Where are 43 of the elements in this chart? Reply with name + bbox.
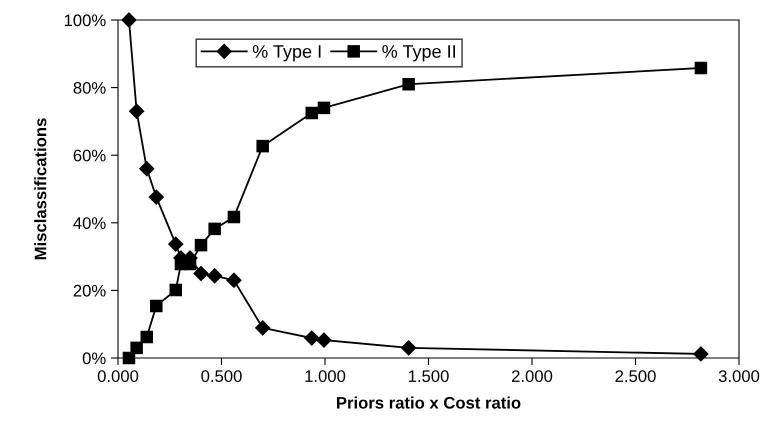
point [129,104,144,119]
y-tick-label: 100% [64,14,106,26]
point [122,352,136,364]
point [306,106,318,120]
point [318,102,330,114]
y-tick-label: 0% [82,352,106,364]
point [148,190,164,205]
point [694,62,708,74]
legend-label: % Type II [382,45,455,62]
point [255,320,270,336]
point [194,238,208,252]
y-tick-label: 80% [74,82,106,94]
y-tick-label: 60% [74,150,106,162]
point [316,332,332,348]
point [402,78,415,90]
y-tick-label: 40% [73,217,106,230]
x-tick-label: 2.000 [512,370,552,382]
point [304,330,320,346]
point [401,340,416,356]
point [150,300,163,312]
x-tick-label: 1.000 [305,370,346,382]
x-tick-label: 0.000 [98,370,138,382]
legend-label: % Type I [252,45,320,62]
y-axis-title: Misclassifications [34,118,46,260]
point [130,342,143,354]
point [208,222,221,236]
x-tick-label: 2.500 [615,370,656,382]
point [193,266,209,282]
point [228,210,240,224]
point [121,12,137,28]
x-tick-label: 1.500 [408,370,449,382]
point [140,330,154,344]
point [170,284,182,296]
x-tick-label: 3.000 [718,370,760,382]
point [139,161,154,176]
point [168,236,184,252]
x-tick-label: 0.500 [201,370,242,382]
y-tick-label: 20% [74,284,106,297]
point [207,268,222,284]
point [226,272,242,288]
point [693,346,708,362]
point [256,140,269,152]
x-axis-title: Priors ratio x Cost ratio [337,396,520,409]
